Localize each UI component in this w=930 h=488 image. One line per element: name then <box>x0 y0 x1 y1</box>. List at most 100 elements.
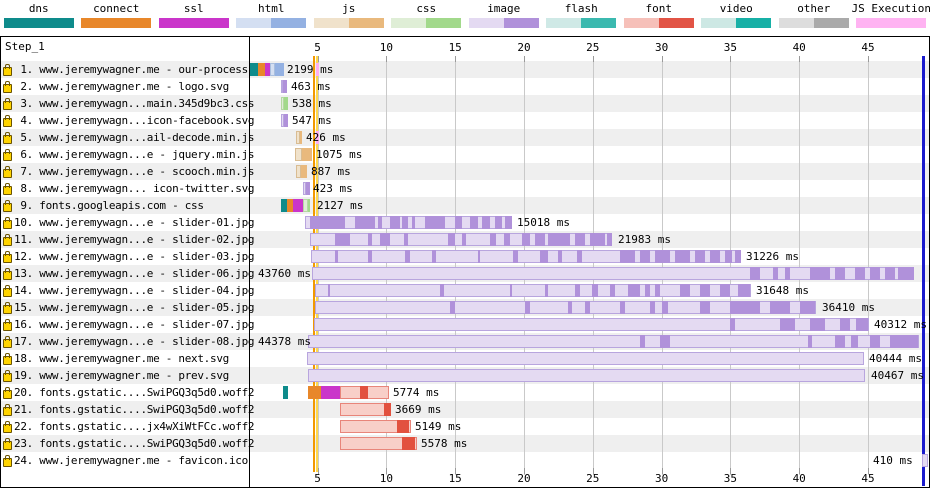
request-url: 13. www.jeremywagn...e - slider-06.jpg <box>14 267 255 280</box>
legend-color-bar <box>623 18 694 28</box>
lock-icon <box>3 438 12 450</box>
lock-icon <box>3 421 12 433</box>
request-row-bars: 40444 ms <box>250 350 930 367</box>
bar-segment-img_d <box>368 233 372 246</box>
axis-tick <box>592 468 594 474</box>
legend: dns connect ssl html js css image flash font vide… <box>0 0 930 33</box>
bar-segment-img_d <box>577 250 582 263</box>
legend-color-bar <box>158 18 229 28</box>
bar-segment-img_d <box>404 233 408 246</box>
bar-segment-html_l <box>270 63 275 76</box>
duration-label: 1075 ms <box>316 148 363 161</box>
bar-segment-img_d <box>425 216 445 229</box>
legend-color-light <box>546 18 582 28</box>
request-row-bars: 463 ms <box>250 78 930 95</box>
bar-segment-img_d <box>735 250 741 263</box>
legend-color-dark <box>813 18 849 28</box>
bar-segment-img_d <box>628 284 640 297</box>
request-row-bars: 423 ms <box>250 180 930 197</box>
bar-segment-img_d <box>620 301 625 314</box>
bar-segment-css_d <box>308 199 310 212</box>
axis-tick-label-bottom: 5 <box>314 472 321 485</box>
lock-icon <box>3 183 12 195</box>
bar-segment-img_d <box>390 216 400 229</box>
lock-icon <box>3 64 12 76</box>
bar-segment-img_d <box>660 335 670 348</box>
bar-segment-img_d <box>495 216 502 229</box>
axis-tick-label-top: 15 <box>448 41 462 54</box>
legend-item-connect: connect <box>78 0 156 33</box>
request-row-bars: 5149 ms <box>250 418 930 435</box>
request-url: 14. www.jeremywagn...e - slider-04.jpg <box>14 284 255 297</box>
request-url: 5. www.jeremywagn...ail-decode.min.js <box>14 131 255 144</box>
duration-label: 887 ms <box>311 165 351 178</box>
row-stripe <box>1 95 929 112</box>
bar-segment-img_d <box>810 318 825 331</box>
duration-label: 547 ms <box>292 114 332 127</box>
row-stripe <box>1 78 929 95</box>
axis-tick <box>524 56 525 62</box>
lock-icon <box>3 370 12 382</box>
request-url: 9. fonts.googleapis.com - css <box>14 199 204 212</box>
request-row-label: 6. www.jeremywagn...e - jquery.min.js <box>0 146 255 163</box>
bar-segment-img_d <box>730 318 735 331</box>
request-row-label: 11. www.jeremywagn...e - slider-02.jpg <box>0 231 255 248</box>
bar-segment-img_d <box>808 335 812 348</box>
row-stripe <box>1 435 929 452</box>
request-row-label: 14. www.jeremywagn...e - slider-04.jpg <box>0 282 255 299</box>
legend-item-js: js <box>310 0 388 33</box>
column-divider <box>249 36 250 488</box>
bar-segment-img_d <box>890 335 918 348</box>
time-gridline <box>868 57 869 475</box>
axis-tick <box>799 468 801 474</box>
lock-icon <box>3 387 12 399</box>
bar-segment-img_d <box>335 250 338 263</box>
duration-label: 36410 ms <box>822 301 875 314</box>
lock-icon <box>3 132 12 144</box>
legend-color-light <box>236 18 272 28</box>
bar-segment-html_d <box>275 63 284 76</box>
request-row-bars: 31226 ms <box>250 248 930 265</box>
bar-segment-img_d <box>482 216 490 229</box>
duration-label: 31226 ms <box>746 250 799 263</box>
bar-segment-font_d <box>360 386 368 399</box>
axis-tick-label-bottom: 35 <box>723 472 738 485</box>
legend-color-bar <box>778 18 849 28</box>
lock-icon <box>3 455 12 467</box>
bar-segment-img_d <box>725 250 732 263</box>
bar-segment-img_d <box>585 301 590 314</box>
request-row-bars: 40312 ms <box>250 316 930 333</box>
legend-color-light <box>778 18 814 28</box>
duration-label: 2127 ms <box>317 199 364 212</box>
bar-segment-img_d <box>645 284 650 297</box>
axis-tick <box>317 56 319 62</box>
bar-segment-font_d <box>402 437 415 450</box>
legend-color-dark <box>503 18 539 28</box>
legend-color-bar <box>856 18 927 28</box>
bar-segment-img_d <box>490 233 496 246</box>
request-row-bars: 31648 ms <box>250 282 930 299</box>
time-gridline <box>592 57 594 475</box>
axis-tick <box>730 468 732 474</box>
bar-segment-img_d <box>607 233 612 246</box>
bar-segment-img_d <box>510 284 512 297</box>
bar-segment-img_d <box>545 284 548 297</box>
bar-segment-img_d <box>785 267 790 280</box>
axis-tick-label-top: 20 <box>517 41 531 54</box>
request-row-label: 16. www.jeremywagn...e - slider-07.jpg <box>0 316 255 333</box>
request-url: 3. www.jeremywagn...main.345d9bc3.css <box>14 97 255 110</box>
legend-color-dark <box>348 18 384 28</box>
time-gridline <box>799 57 801 475</box>
bar-segment-img_d <box>412 216 415 229</box>
bar-segment-dns <box>250 63 258 76</box>
row-stripe <box>1 61 929 78</box>
bar-segment-img_d <box>505 216 512 229</box>
bar-segment-img_d <box>680 284 690 297</box>
bar-segment-img_d <box>355 216 375 229</box>
duration-label: 40444 ms <box>869 352 922 365</box>
duration-label: 15018 ms <box>517 216 570 229</box>
axis-tick <box>868 56 869 62</box>
axis-tick-label-top: 45 <box>861 41 875 54</box>
request-row-bars: 43760 ms <box>250 265 930 282</box>
